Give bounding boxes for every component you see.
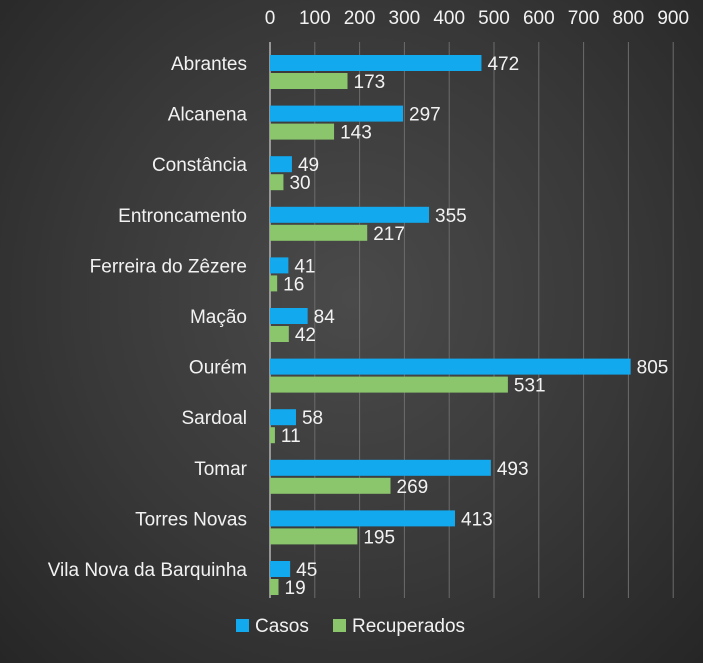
data-label: 269 xyxy=(397,477,429,498)
x-tick-label: 800 xyxy=(613,8,645,29)
bar-recuperados xyxy=(270,73,348,89)
data-label: 19 xyxy=(285,578,306,599)
bar-recuperados xyxy=(270,477,391,494)
bar-casos xyxy=(270,510,456,527)
bar-casos xyxy=(270,308,308,324)
x-tick-label: 600 xyxy=(523,8,555,29)
data-label: 30 xyxy=(289,173,310,194)
data-label: 42 xyxy=(295,325,316,346)
data-label: 45 xyxy=(296,560,317,581)
x-tick-label: 100 xyxy=(299,8,331,29)
bar-casos xyxy=(270,358,631,375)
data-label: 355 xyxy=(435,206,467,227)
category-label: Ourém xyxy=(189,358,247,379)
data-label: 413 xyxy=(461,509,493,530)
bar-casos xyxy=(270,409,296,426)
y-axis: Abrantes Alcanena Constância Entroncamento F… xyxy=(48,54,248,581)
bar-recuperados xyxy=(270,376,508,393)
bar-recuperados xyxy=(270,123,335,140)
data-label: 805 xyxy=(637,358,669,379)
data-label: 49 xyxy=(298,155,319,176)
bar-casos xyxy=(270,561,291,577)
data-label: 58 xyxy=(302,408,323,429)
x-tick-label: 200 xyxy=(344,8,376,29)
data-label: 84 xyxy=(314,307,336,328)
data-label: 195 xyxy=(363,527,395,548)
bar-recuperados xyxy=(270,528,358,545)
bar-casos xyxy=(270,55,482,71)
category-label: Tomar xyxy=(194,459,247,480)
category-label: Entroncamento xyxy=(118,206,247,227)
data-label: 472 xyxy=(487,54,519,75)
bar-recuperados xyxy=(270,275,278,292)
bar-recuperados xyxy=(270,174,284,191)
data-label: 16 xyxy=(283,274,304,295)
data-label: 531 xyxy=(514,376,546,397)
bar-casos xyxy=(270,257,289,274)
bar-recuperados xyxy=(270,326,289,342)
data-label: 41 xyxy=(294,256,315,277)
legend-swatch xyxy=(236,619,249,632)
legend-label: Casos xyxy=(255,616,309,637)
category-label: Mação xyxy=(190,307,247,328)
bar-recuperados xyxy=(270,427,275,444)
data-label: 493 xyxy=(497,459,529,480)
x-tick-label: 500 xyxy=(478,8,510,29)
bar-recuperados xyxy=(270,579,279,595)
x-tick-label: 300 xyxy=(389,8,421,29)
x-tick-label: 900 xyxy=(657,8,689,29)
x-tick-label: 0 xyxy=(265,8,276,29)
data-label: 217 xyxy=(373,224,405,245)
category-label: Ferreira do Zêzere xyxy=(90,256,247,277)
category-label: Abrantes xyxy=(171,54,247,75)
legend-swatch xyxy=(333,619,346,632)
bar-casos xyxy=(270,206,430,223)
category-label: Vila Nova da Barquinha xyxy=(48,560,248,581)
legend: Casos Recuperados xyxy=(236,616,465,637)
category-label: Torres Novas xyxy=(135,509,247,530)
x-tick-label: 400 xyxy=(433,8,465,29)
data-label: 143 xyxy=(340,123,372,144)
data-label: 297 xyxy=(409,105,441,126)
bar-casos xyxy=(270,156,292,173)
category-label: Alcanena xyxy=(168,105,248,126)
data-label: 11 xyxy=(281,426,301,447)
legend-label: Recuperados xyxy=(352,616,465,637)
x-tick-label: 700 xyxy=(568,8,600,29)
bar-casos xyxy=(270,459,491,476)
bar-casos xyxy=(270,105,404,122)
category-label: Sardoal xyxy=(182,408,248,429)
x-axis: 0 100 200 300 400 500 600 700 800 900 xyxy=(265,8,689,29)
bar-recuperados xyxy=(270,224,368,241)
category-label: Constância xyxy=(152,155,247,176)
data-label: 173 xyxy=(354,72,386,93)
